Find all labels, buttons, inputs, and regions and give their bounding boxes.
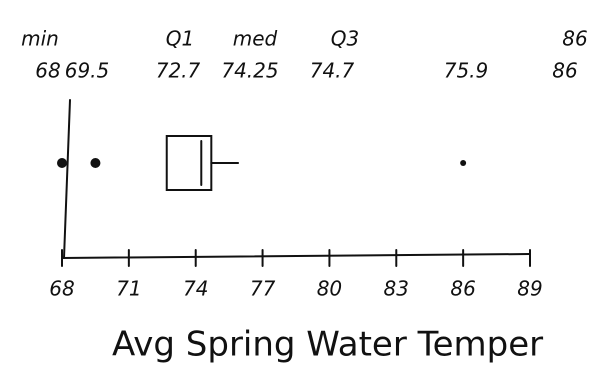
chart: Avg Spring Water Temper min6869.5Q172.7m…: [0, 0, 594, 385]
box-q1-q3: [167, 136, 212, 190]
x-tick-label: 68: [49, 277, 74, 301]
x-tick-label: 71: [116, 277, 141, 301]
outlier-point: [90, 158, 100, 168]
x-tick-label: 86: [450, 277, 475, 301]
x-tick-label: 80: [317, 277, 342, 301]
summary-value: 68: [35, 59, 60, 83]
x-axis-label: Avg Spring Water Temper: [112, 325, 543, 365]
summary-label: min: [21, 27, 59, 51]
summary-label: 86: [562, 27, 587, 51]
summary-label: med: [233, 27, 278, 51]
summary-value: 74.7: [310, 59, 355, 83]
x-tick-label: 89: [517, 277, 542, 301]
summary-value: 75.9: [444, 59, 489, 83]
x-tick-label: 77: [250, 277, 276, 301]
outlier-point: [57, 158, 67, 168]
x-tick-label: 83: [384, 277, 409, 301]
summary-value: 74.25: [221, 59, 278, 83]
summary-label: Q3: [331, 27, 359, 51]
x-axis: [62, 254, 530, 258]
summary-value: 72.7: [156, 59, 201, 83]
summary-label: Q1: [166, 27, 194, 51]
y-axis: [64, 100, 70, 258]
summary-value: 86: [552, 59, 577, 83]
x-tick-label: 74: [183, 277, 208, 301]
summary-value: 69.5: [65, 59, 110, 83]
outlier-point: [460, 160, 466, 166]
